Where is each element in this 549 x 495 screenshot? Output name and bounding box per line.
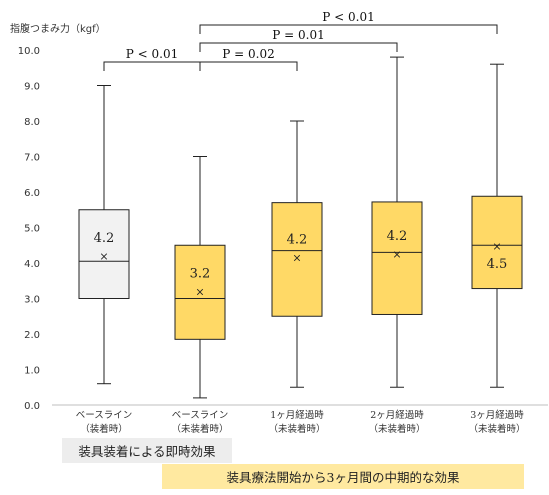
box-group-1: × 4.2 xyxy=(78,85,130,385)
mean-marker: × xyxy=(195,285,204,298)
box-group-3: × 4.2 xyxy=(271,120,323,388)
box-iqr xyxy=(471,195,523,290)
bracket-line xyxy=(103,61,201,71)
x-axis-categories: ベースライン （装着時） ベースライン （未装着時） 1ヶ月経過時 （未装着時） 2ヶ月経過… xyxy=(76,409,526,435)
x-category-label: （未装着時） xyxy=(368,423,425,435)
p-value-label: P = 0.01 xyxy=(272,28,324,42)
p-value-label: P = 0.02 xyxy=(222,47,274,61)
y-tick-label: 6.0 xyxy=(24,188,40,199)
y-tick-label: 7.0 xyxy=(24,153,40,164)
bracket-line xyxy=(199,61,298,71)
mean-marker: × xyxy=(292,252,301,265)
p-value-label: P < 0.01 xyxy=(322,10,374,24)
boxes: × 4.2 × 3.2 × 4.2 × 4.2 × 4.5 xyxy=(78,56,523,399)
x-category-label: 3ヶ月経過時 xyxy=(470,409,524,421)
y-tick-label: 10.0 xyxy=(18,46,40,57)
y-tick-label: 2.0 xyxy=(24,330,40,341)
mean-marker: × xyxy=(492,240,501,253)
y-tick-label: 0.0 xyxy=(24,401,40,412)
x-category-label: （未装着時） xyxy=(468,423,525,435)
box-group-4: × 4.2 xyxy=(371,56,423,388)
box-group-2: × 3.2 xyxy=(174,156,226,399)
y-tick-label: 4.0 xyxy=(24,259,40,270)
mean-value-label: 4.5 xyxy=(487,257,508,272)
bracket: P = 0.01 xyxy=(199,28,398,52)
midterm-effect-band: 装具療法開始から3ヶ月間の中期的な効果 xyxy=(162,464,524,489)
y-tick-label: 8.0 xyxy=(24,117,40,128)
y-tick-label: 1.0 xyxy=(24,366,40,377)
x-category-label: （未装着時） xyxy=(171,423,228,435)
p-value-label: P < 0.01 xyxy=(126,47,178,61)
y-axis-ticks: 0.0 1.0 2.0 3.0 4.0 5.0 6.0 7.0 8.0 9.0 10.0 xyxy=(18,46,40,412)
box-iqr xyxy=(271,202,323,317)
mean-marker: × xyxy=(99,250,108,263)
box-group-5: × 4.5 xyxy=(471,63,523,388)
x-category-label: （装着時） xyxy=(80,423,128,435)
mean-value-label: 4.2 xyxy=(287,233,308,248)
significance-brackets: P < 0.01 P = 0.02 P = 0.01 P < 0.01 xyxy=(103,10,498,71)
mean-value-label: 4.2 xyxy=(94,231,115,246)
x-category-label: ベースライン xyxy=(172,410,229,421)
mean-value-label: 4.2 xyxy=(387,229,408,244)
bracket: P = 0.02 xyxy=(199,47,298,71)
bracket-line xyxy=(199,24,498,34)
y-axis-title: 指腹つまみ力（kgf） xyxy=(10,22,106,35)
y-tick-label: 3.0 xyxy=(24,295,40,306)
bracket-line xyxy=(199,42,398,52)
y-tick-label: 5.0 xyxy=(24,224,40,235)
x-category-label: （未装着時） xyxy=(268,423,325,435)
mean-marker: × xyxy=(392,248,401,261)
bracket: P < 0.01 xyxy=(199,10,498,34)
box-iqr xyxy=(371,201,423,315)
x-category-label: 2ヶ月経過時 xyxy=(370,409,424,421)
mean-value-label: 3.2 xyxy=(190,266,211,281)
bracket: P < 0.01 xyxy=(103,47,201,71)
box-iqr xyxy=(174,244,226,340)
y-tick-label: 9.0 xyxy=(24,82,40,93)
x-category-label: ベースライン xyxy=(76,410,133,421)
box-iqr xyxy=(78,209,130,299)
x-category-label: 1ヶ月経過時 xyxy=(270,409,324,421)
immediate-effect-band: 装具装着による即時効果 xyxy=(62,438,232,463)
